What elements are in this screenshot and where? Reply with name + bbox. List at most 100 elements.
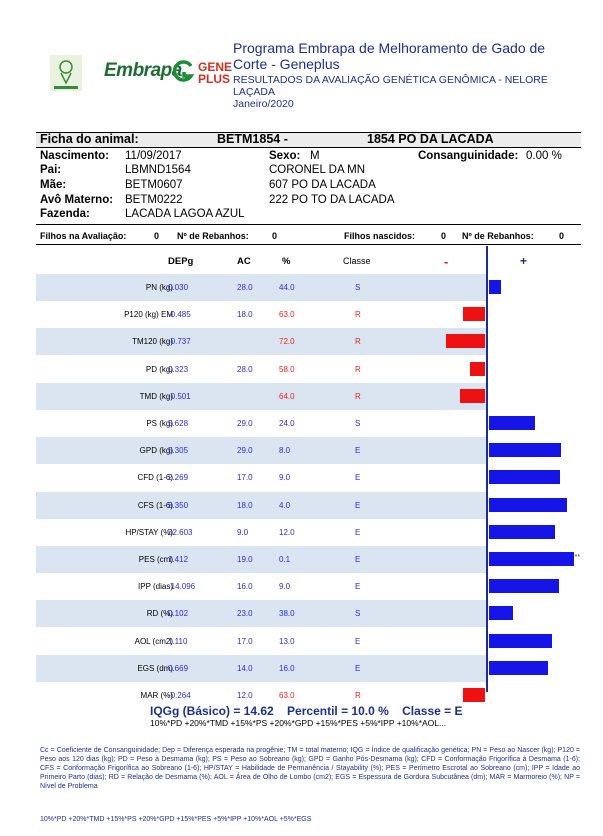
rebanhos-label-2: Nº de Rebanhos: [462,231,534,241]
table-row: RD (%) 0.102 23.0 38.0 S [36,600,486,628]
rebanhos-value-2: 0 [559,231,565,241]
filhos-nascidos-value: 0 [441,231,447,241]
depg-value: 0.102 [168,609,189,619]
ac-value: 18.0 [237,500,253,510]
table-row: PS (kg) 5.628 29.0 24.0 S [36,410,486,437]
filhos-avaliacao-value: 0 [154,231,160,241]
classe-value: E [355,582,361,592]
positive-bar [489,524,556,539]
iqg-summary: IQGg (Básico) = 14.62 Percentil = 10.0 %… [150,704,463,718]
avo-materno-label: Avô Materno: [40,194,114,206]
trait-label: PD (kg) [145,364,173,374]
premio-logo [50,55,82,91]
nascimento-label: Nascimento: [40,150,110,162]
classe-value: E [355,500,361,510]
positive-bar [489,660,548,675]
ac-value: 28.0 [237,364,253,374]
animal-name: 1854 PO DA LACADA [367,132,494,146]
classe-value: R [355,691,361,700]
col-classe-header: Classe [343,256,371,266]
table-row: TM120 (kg) -0.737 72.0 R [36,328,486,356]
zero-axis-line [486,246,488,692]
pai-id: LBMND1564 [125,164,191,176]
ficha-label: Ficha do animal: [40,132,139,146]
pct-value: 44.0 [279,283,295,292]
geneplus-plus-text: PLUS [198,72,231,86]
ac-value: 16.0 [237,582,253,592]
table-row: MAR (%) -0.264 12.0 63.0 R [36,682,486,709]
sexo-value: M [310,150,320,162]
depg-value: -14.096 [168,582,196,592]
classe-value: E [355,446,361,456]
ac-value: 17.0 [237,636,253,646]
pct-value: 0.1 [279,555,291,564]
avo-materno-name: 222 PO TO DA LACADA [269,194,395,206]
col-pct-header: % [282,256,291,267]
col-plus-header: + [520,254,528,268]
negative-bar [446,334,485,349]
ac-value: 23.0 [237,609,253,619]
rebanhos-value-1: 0 [272,231,278,241]
classe-value: E [355,663,361,673]
subtitle-line-3: Janeiro/2020 [233,98,294,110]
ac-value: 18.0 [237,310,253,320]
ficha-header-bar [36,132,581,148]
classe-value: R [355,337,361,347]
consanguinidade-value: 0.00 % [526,150,562,162]
classe-value: E [355,555,361,564]
trait-label: CFS (1-6) [137,500,173,510]
classe-value: R [355,391,361,401]
trait-label: TMD (kg) [139,391,173,401]
pct-value: 64.0 [279,391,295,401]
rebanhos-label-1: Nº de Rebanhos: [177,231,249,241]
report-subtitle: RESULTADOS DA AVALIAÇÃO GENÉTICA GENÔMIC… [233,74,573,110]
depg-value: -0.485 [168,310,191,320]
table-row: HP/STAY (%) 32.603 9.0 12.0 E [36,519,486,546]
classe-value: S [355,419,361,428]
mae-label: Mãe: [40,179,67,191]
positive-bar [489,633,553,648]
pai-label: Pai: [40,164,62,176]
trait-label: TM120 (kg) [132,337,173,347]
trait-label: PES (cm) [138,555,173,564]
classe-value: R [355,364,361,374]
geneplus-gene-text: GENE [198,60,233,74]
sexo-label: Sexo: [269,150,301,162]
depg-value: -0.501 [168,391,191,401]
table-row: PD (kg) 0.323 28.0 58.0 R [36,356,486,383]
pct-value: 63.0 [279,310,295,320]
negative-bar [462,688,485,702]
avo-materno-id: BETM0222 [125,194,183,206]
fazenda-label: Fazenda: [40,208,90,220]
col-depg-header: DEPg [168,256,194,267]
pct-value: 9.0 [279,582,291,592]
pct-value: 38.0 [279,609,295,619]
negative-bar [460,388,485,403]
pct-value: 13.0 [279,636,295,646]
table-row: CFD (1-6) 2.269 17.0 9.0 E [36,464,486,491]
consanguinidade-label: Consanguinidade: [418,150,519,162]
mae-name: 607 PO DA LACADA [269,179,376,191]
positive-bar [489,552,574,566]
pct-value: 63.0 [279,691,295,700]
embrapa-logo: Embrapa [104,60,182,81]
depg-value: -0.737 [168,337,191,347]
positive-bar [489,606,513,621]
legend-text: Cc = Coeficiente de Consanguinidade; Dep… [40,747,580,790]
pct-value: 24.0 [279,419,295,428]
depg-value: 1.110 [168,636,188,646]
positive-bar [489,470,560,485]
footer-formula: 10%*PD +20%*TMD +15%*PS +20%*GPD +15%*PE… [40,816,312,823]
ac-value: 28.0 [237,283,253,292]
table-row: PES (cm) 1.412 19.0 0.1 E [36,546,486,573]
mae-id: BETM0607 [125,179,183,191]
depg-value: 0.669 [168,663,189,673]
table-row: TMD (kg) -0.501 64.0 R [36,382,486,410]
trait-label: P120 (kg) EM [124,310,173,320]
filhos-avaliacao-label: Filhos na Avaliação: [40,231,127,241]
col-minus-header: - [444,254,449,269]
trait-label: PN (kg) [145,283,173,292]
trait-label: IPP (dias) [138,582,173,592]
animal-id: BETM1854 - [217,132,288,146]
positive-bar [489,416,535,430]
